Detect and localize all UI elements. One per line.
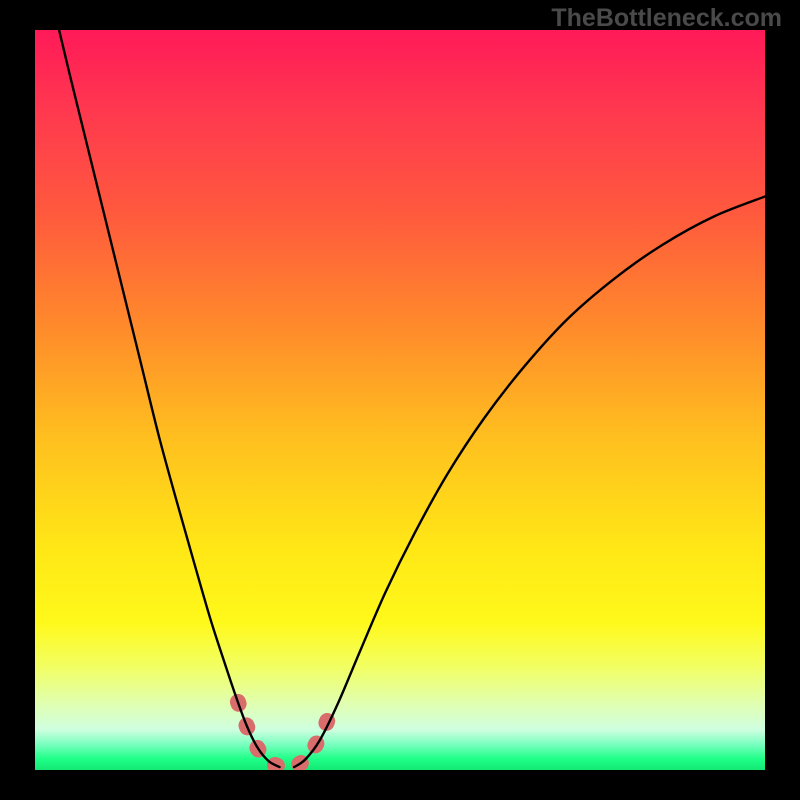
chart-stage: TheBottleneck.com (0, 0, 800, 800)
bottleneck-chart (35, 30, 765, 770)
chart-background (35, 30, 765, 770)
watermark-text: TheBottleneck.com (551, 4, 782, 33)
